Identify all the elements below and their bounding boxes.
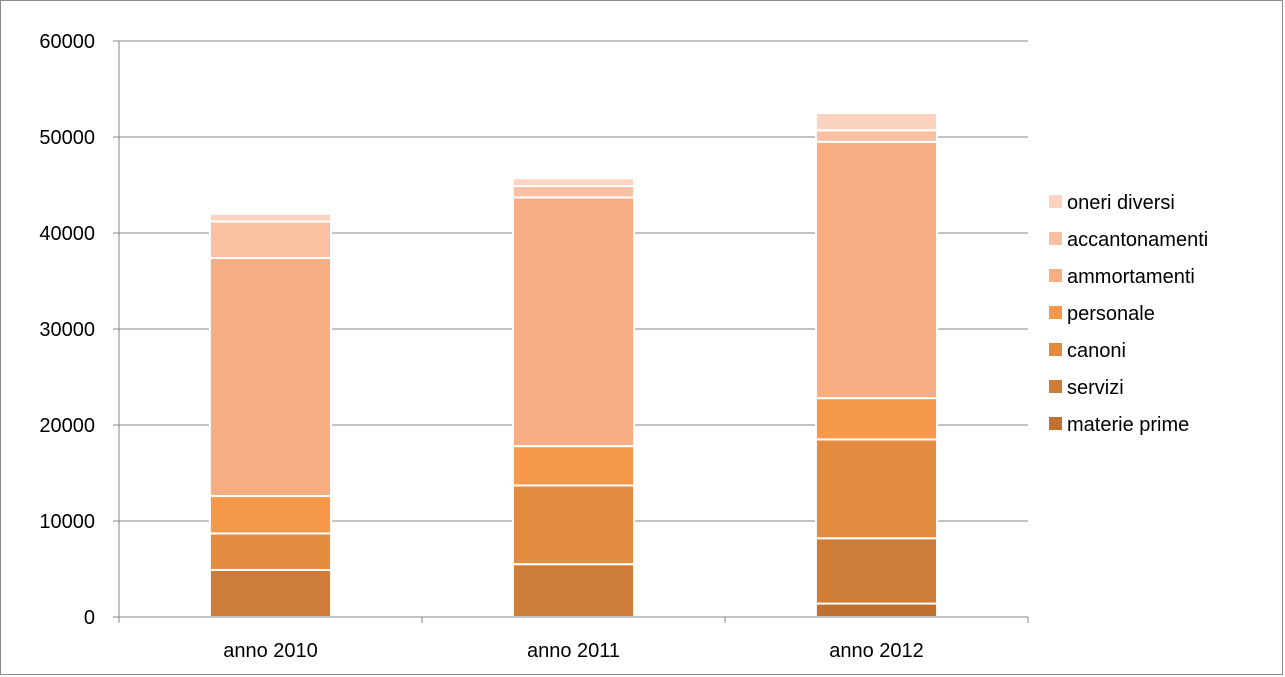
bar-segment [814, 537, 939, 605]
bar-segment [208, 256, 333, 498]
bar-segment [814, 129, 939, 143]
bar-stacks [208, 112, 939, 619]
bar-segment [814, 438, 939, 540]
y-tick-label: 60000 [39, 31, 95, 53]
bar-segment [511, 484, 636, 566]
legend-swatch [1049, 306, 1062, 319]
y-tick-label: 30000 [39, 319, 95, 341]
legend: oneri diversi accantonamenti ammortamenti p… [1049, 192, 1208, 436]
bar-stack [511, 177, 636, 619]
legend-item: canoni [1049, 340, 1126, 362]
legend-swatch [1049, 417, 1062, 430]
legend-swatch [1049, 195, 1062, 208]
y-tick-label: 20000 [39, 415, 95, 437]
bar-segment [814, 112, 939, 132]
x-tick-label: anno 2012 [829, 640, 924, 662]
bar-segment [814, 602, 939, 618]
legend-label: ammortamenti [1067, 266, 1195, 288]
y-tick-label: 0 [84, 607, 95, 629]
legend-item: oneri diversi [1049, 192, 1175, 214]
bar-segment [208, 532, 333, 571]
bar-segment [814, 397, 939, 441]
x-tick-label: anno 2011 [527, 640, 620, 662]
bar-segment [511, 445, 636, 487]
legend-label: servizi [1067, 377, 1124, 399]
legend-swatch [1049, 269, 1062, 282]
bar-segment [208, 495, 333, 535]
bar-segment [208, 220, 333, 259]
legend-label: personale [1067, 303, 1155, 325]
legend-swatch [1049, 343, 1062, 356]
x-tick-label: anno 2010 [223, 640, 318, 662]
legend-item: personale [1049, 303, 1155, 325]
legend-label: materie prime [1067, 414, 1189, 436]
legend-label: accantonamenti [1067, 229, 1208, 251]
bar-segment [511, 184, 636, 199]
legend-item: accantonamenti [1049, 229, 1208, 251]
bar-segment [208, 212, 333, 223]
bar-stack [814, 112, 939, 618]
legend-item: ammortamenti [1049, 266, 1195, 288]
legend-label: canoni [1067, 340, 1126, 362]
legend-item: materie prime [1049, 414, 1189, 436]
legend-swatch [1049, 232, 1062, 245]
y-tick-label: 50000 [39, 127, 95, 149]
legend-swatch [1049, 380, 1062, 393]
legend-label: oneri diversi [1067, 192, 1175, 214]
axes: 0 10000 20000 30000 40000 50000 60000 anno 2010… [39, 31, 1029, 662]
bar-segment [511, 177, 636, 187]
bar-segment [511, 563, 636, 619]
bar-stack [208, 212, 333, 619]
bar-segment [208, 568, 333, 619]
y-tick-label: 10000 [39, 511, 95, 533]
bar-segment [511, 196, 636, 448]
legend-item: servizi [1049, 377, 1124, 399]
y-tick-label: 40000 [39, 223, 95, 245]
bar-segment [814, 140, 939, 400]
